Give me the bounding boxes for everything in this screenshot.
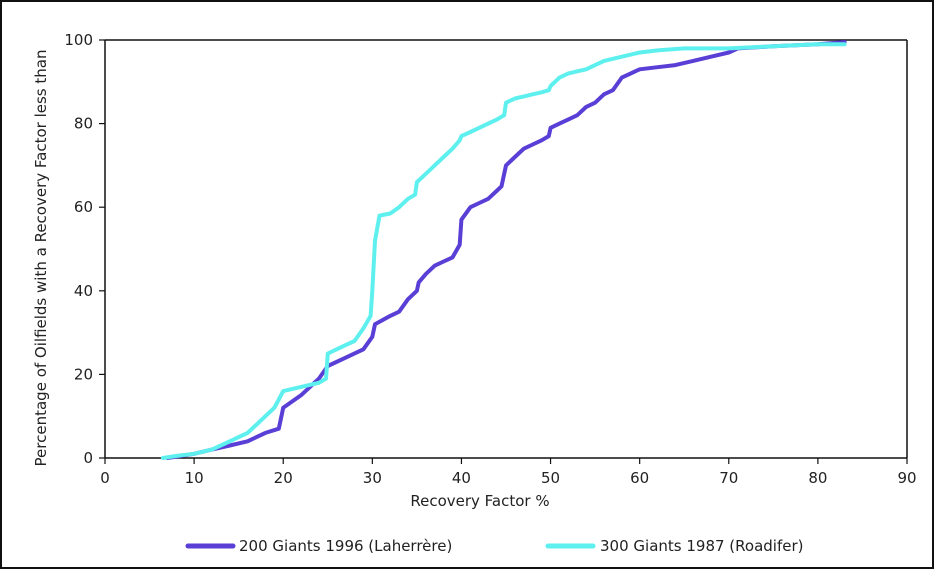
x-tick-label: 40: [452, 469, 471, 487]
x-tick-label: 60: [630, 469, 649, 487]
x-tick-label: 0: [100, 469, 110, 487]
y-axis-ticks: 0 20 40 60 80 100: [64, 31, 105, 467]
x-tick-label: 80: [808, 469, 827, 487]
y-tick-label: 80: [74, 115, 93, 133]
x-tick-label: 90: [897, 469, 916, 487]
series-line-laherrere: [165, 40, 847, 460]
y-tick-label: 100: [64, 31, 93, 49]
legend: 200 Giants 1996 (Laherrère) 300 Giants 1…: [185, 537, 803, 555]
series-line-roadifer: [160, 42, 847, 460]
x-tick-label: 10: [185, 469, 204, 487]
y-tick-label: 0: [83, 449, 93, 467]
x-tick-label: 70: [719, 469, 738, 487]
x-tick-label: 50: [541, 469, 560, 487]
legend-label-roadifer: 300 Giants 1987 (Roadifer): [600, 537, 803, 555]
x-axis-ticks: 0 10 20 30 40 50 60 70 80 90: [100, 458, 917, 487]
x-tick-label: 30: [363, 469, 382, 487]
y-axis-title: Percentage of Oilfields with a Recovery …: [32, 50, 50, 467]
y-tick-label: 60: [74, 198, 93, 216]
series-layer: [160, 40, 847, 460]
y-tick-label: 40: [74, 282, 93, 300]
legend-label-laherrere: 200 Giants 1996 (Laherrère): [239, 537, 452, 555]
x-tick-label: 20: [274, 469, 293, 487]
y-tick-label: 20: [74, 365, 93, 383]
x-axis-title: Recovery Factor %: [410, 492, 549, 510]
